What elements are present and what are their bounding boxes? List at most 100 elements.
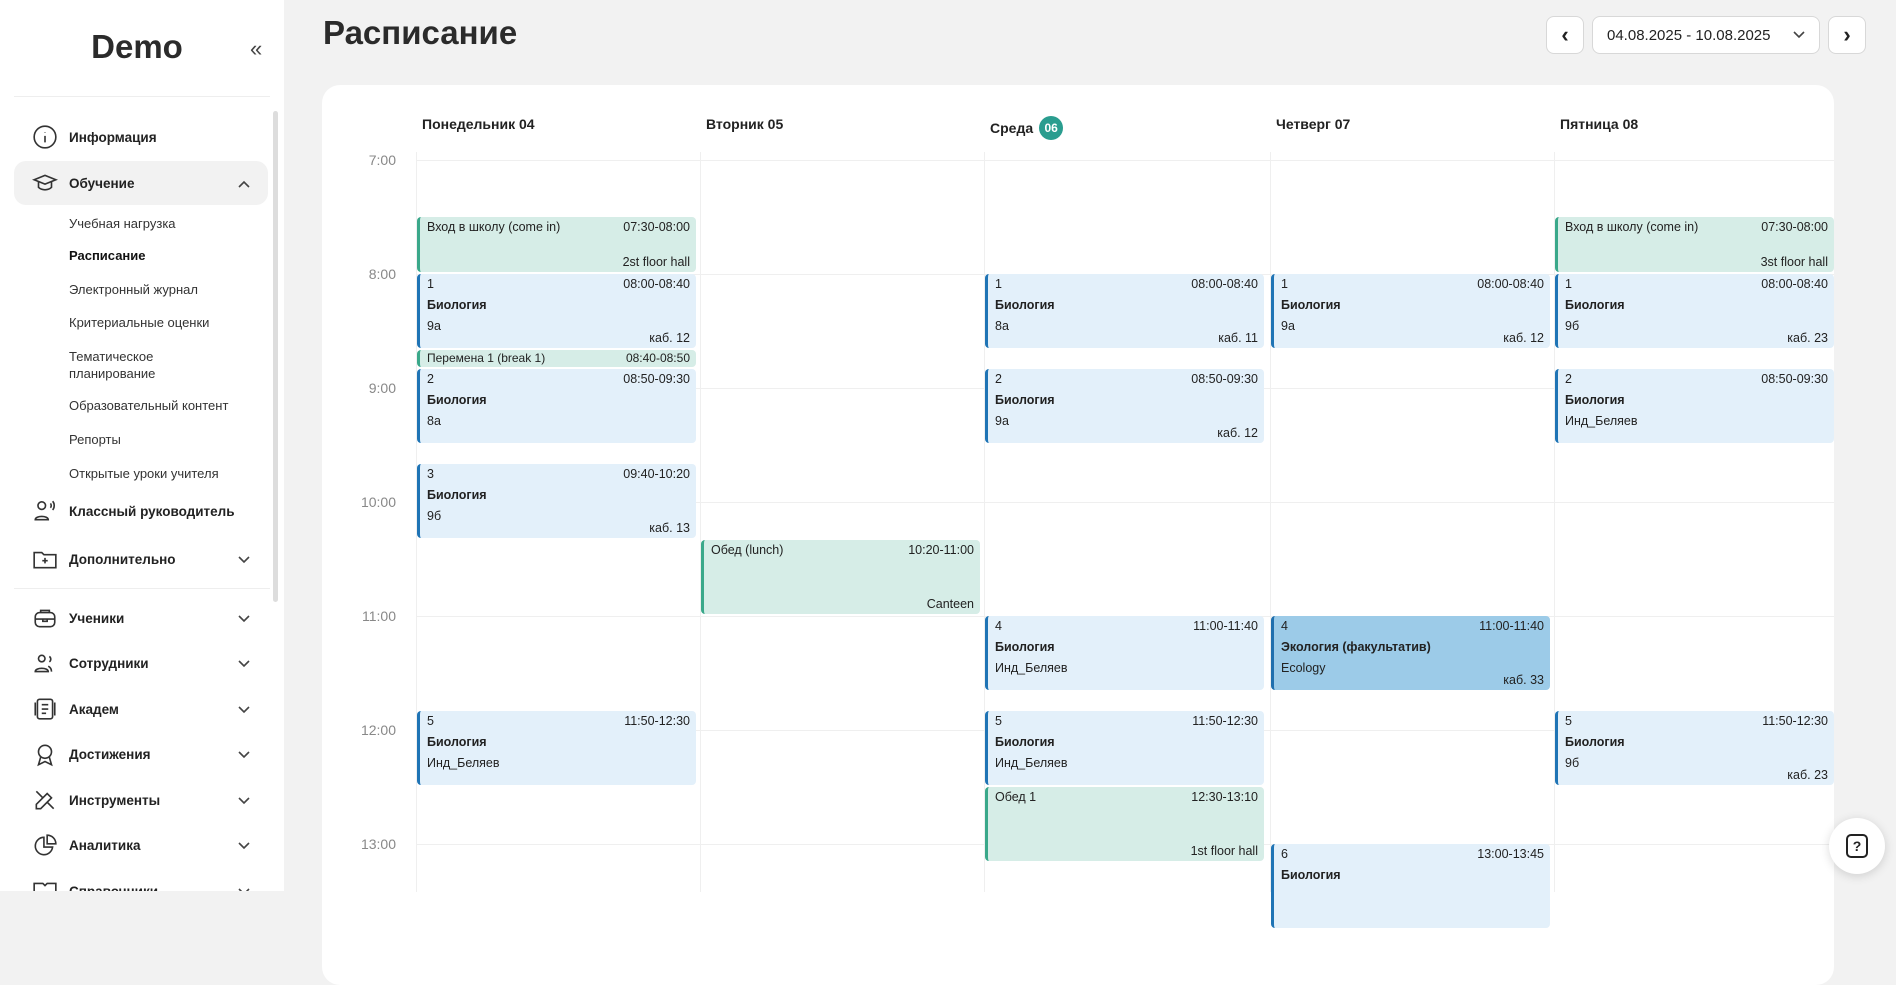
schedule-event[interactable]: 6 13:00-13:45 Биология (1271, 844, 1550, 928)
next-week-button[interactable]: › (1828, 16, 1866, 54)
help-button[interactable]: ? (1829, 818, 1885, 874)
prev-week-button[interactable]: ‹ (1546, 16, 1584, 54)
event-class: Инд_Беляев (995, 661, 1068, 675)
sidebar-item-3[interactable]: Дополнительно (14, 537, 268, 581)
schedule-event[interactable]: 1 08:00-08:40 Биология 9а каб. 12 (417, 274, 696, 348)
event-class: Инд_Беляев (1565, 414, 1638, 428)
icon-wrap (14, 878, 64, 891)
day-header: Пятница 08 (1560, 116, 1638, 132)
date-range-select[interactable]: 04.08.2025 - 10.08.2025 (1592, 16, 1820, 54)
sidebar-item-bottom-3[interactable]: Достижения (14, 733, 268, 777)
event-title: Обед (lunch) (711, 543, 784, 557)
schedule-event[interactable]: Обед 1 12:30-13:10 1st floor hall (985, 787, 1264, 861)
event-room: каб. 12 (649, 331, 690, 345)
submenu-item-2[interactable]: Электронный журнал (69, 282, 198, 297)
event-subject: Биология (995, 393, 1055, 407)
schedule-event[interactable]: Вход в школу (come in) 07:30-08:00 3st fl… (1555, 217, 1834, 272)
day-header: Четверг 07 (1276, 116, 1350, 132)
event-title: 2 (995, 372, 1002, 386)
time-label: 7:00 (368, 152, 396, 168)
event-title: 5 (995, 714, 1002, 728)
event-time: 08:00-08:40 (623, 277, 690, 291)
time-label: 12:00 (360, 722, 396, 738)
schedule-event[interactable]: 5 11:50-12:30 Биология 9б каб. 23 (1555, 711, 1834, 785)
document-icon (34, 698, 56, 720)
schedule-event[interactable]: 4 11:00-11:40 Экология (факультатив) Ecol… (1271, 616, 1550, 690)
day-header: Понедельник 04 (422, 116, 535, 132)
chevron-down-icon (238, 611, 268, 626)
icon-wrap (14, 696, 64, 722)
sidebar-item-1[interactable]: Обучение (14, 161, 268, 205)
event-class: Инд_Беляев (995, 756, 1068, 770)
schedule-event[interactable]: Вход в школу (come in) 07:30-08:00 2st fl… (417, 217, 696, 272)
schedule-event[interactable]: 3 09:40-10:20 Биология 9б каб. 13 (417, 464, 696, 538)
day-column-divider (1270, 152, 1271, 892)
icon-wrap (14, 651, 64, 677)
sidebar-item-bottom-0[interactable]: Ученики (14, 596, 268, 640)
collapse-sidebar-icon[interactable]: « (250, 36, 263, 61)
schedule-event[interactable]: 2 08:50-09:30 Биология 8а (417, 369, 696, 443)
submenu-item-1[interactable]: Расписание (69, 248, 146, 263)
sidebar-item-label: Достижения (69, 747, 151, 762)
event-title: 1 (1281, 277, 1288, 291)
event-subject: Биология (1281, 868, 1341, 882)
sidebar-item-label: Обучение (69, 175, 135, 191)
chevron-down-icon (238, 702, 268, 717)
event-time: 10:20-11:00 (908, 543, 974, 557)
schedule-event[interactable]: Перемена 1 (break 1) 08:40-08:50 (417, 350, 696, 367)
schedule-event[interactable]: 5 11:50-12:30 Биология Инд_Беляев (417, 711, 696, 785)
sidebar-item-bottom-6[interactable]: Справочники (14, 869, 268, 891)
schedule-event[interactable]: 1 08:00-08:40 Биология 8а каб. 11 (985, 274, 1264, 348)
event-title: 5 (427, 714, 434, 728)
schedule-event[interactable]: 5 11:50-12:30 Биология Инд_Беляев (985, 711, 1264, 785)
sidebar-item-bottom-4[interactable]: Инструменты (14, 778, 268, 822)
schedule-event[interactable]: 2 08:50-09:30 Биология 9а каб. 12 (985, 369, 1264, 443)
sidebar-item-bottom-5[interactable]: Аналитика (14, 824, 268, 868)
event-title: Вход в школу (come in) (1565, 220, 1699, 234)
sidebar-scrollbar[interactable] (273, 111, 278, 602)
chevron-down-icon (238, 884, 268, 891)
event-time: 08:40-08:50 (625, 351, 690, 365)
event-title: 1 (1565, 277, 1572, 291)
sidebar-item-label: Ученики (69, 610, 125, 626)
sidebar-item-0[interactable]: Информация (14, 115, 268, 159)
graduation-cap-icon-wrap (14, 170, 64, 196)
icon-wrap (14, 742, 64, 768)
sidebar-item-label: Инструменты (69, 792, 161, 808)
event-room: каб. 11 (1218, 331, 1258, 345)
event-room: 3st floor hall (1760, 255, 1828, 269)
sidebar-item-2[interactable]: Классный руководитель (14, 489, 268, 533)
schedule-event[interactable]: 1 08:00-08:40 Биология 9б каб. 23 (1555, 274, 1834, 348)
event-time: 12:30-13:10 (1191, 790, 1258, 804)
schedule-event[interactable]: Обед (lunch) 10:20-11:00 Canteen (701, 540, 980, 614)
day-header: Вторник 05 (706, 116, 783, 132)
schedule-event[interactable]: 1 08:00-08:40 Биология 9а каб. 12 (1271, 274, 1550, 348)
submenu-item-0[interactable]: Учебная нагрузка (69, 216, 176, 231)
submenu-item-7[interactable]: Открытые уроки учителя (69, 466, 219, 481)
event-title: Обед 1 (995, 790, 1037, 804)
submenu-item-3[interactable]: Критериальные оценки (69, 315, 210, 330)
event-title: 1 (995, 277, 1002, 291)
schedule-event[interactable]: 2 08:50-09:30 Биология Инд_Беляев (1555, 369, 1834, 443)
schedule-event[interactable]: 4 11:00-11:40 Биология Инд_Беляев (985, 616, 1264, 690)
sidebar-item-bottom-2[interactable]: Академ (14, 687, 268, 731)
event-class: 9а (1281, 319, 1295, 333)
divider (14, 588, 270, 589)
submenu-item-6[interactable]: Репорты (69, 432, 121, 447)
tools-icon (35, 790, 55, 810)
submenu-item-5[interactable]: Образовательный контент (69, 398, 229, 413)
submenu-item-4[interactable]: Тематическое планирование (69, 349, 156, 381)
chevron-up-icon (238, 176, 268, 191)
class-teacher-icon-wrap (14, 498, 64, 524)
day-label: Четверг 07 (1276, 116, 1351, 132)
divider (14, 96, 270, 97)
folder-plus-icon-wrap (14, 546, 64, 572)
sidebar-item-bottom-1[interactable]: Сотрудники (14, 642, 268, 686)
event-title: 4 (995, 619, 1002, 633)
event-room: каб. 33 (1503, 673, 1544, 687)
event-subject: Биология (427, 393, 487, 407)
time-label: 11:00 (362, 608, 396, 624)
chevron-down-icon (1793, 31, 1805, 39)
event-room: Canteen (926, 597, 974, 611)
book-icon (33, 882, 57, 891)
